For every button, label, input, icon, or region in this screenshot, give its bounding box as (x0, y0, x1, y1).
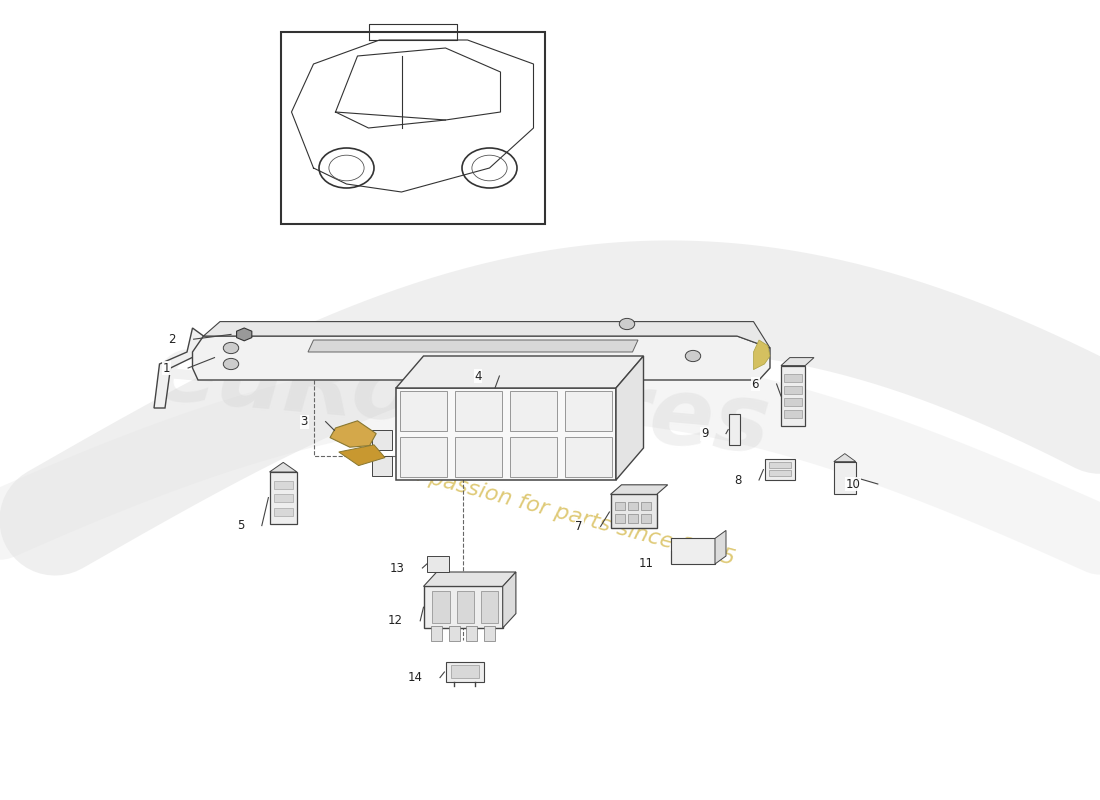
Text: 10: 10 (845, 478, 860, 490)
Polygon shape (424, 572, 516, 586)
Bar (274, 508, 293, 516)
Text: 8: 8 (734, 474, 741, 486)
Bar (510, 391, 557, 430)
Polygon shape (610, 485, 668, 494)
Text: 4: 4 (474, 370, 482, 382)
Polygon shape (503, 572, 516, 628)
Circle shape (619, 318, 635, 330)
Polygon shape (616, 356, 644, 480)
Polygon shape (192, 336, 770, 380)
Bar (274, 481, 293, 489)
Text: 9: 9 (701, 427, 708, 440)
Bar (784, 410, 802, 418)
Text: 2: 2 (168, 333, 176, 346)
Polygon shape (236, 328, 252, 341)
Text: euRospares: euRospares (150, 327, 774, 473)
Bar (834, 462, 856, 494)
Bar (484, 626, 495, 641)
Circle shape (223, 358, 239, 370)
Text: 13: 13 (389, 562, 405, 574)
Polygon shape (154, 328, 204, 408)
Bar (396, 388, 616, 480)
Bar (769, 470, 791, 476)
Bar (729, 414, 740, 445)
Bar (784, 398, 802, 406)
Bar (610, 494, 657, 528)
Bar (565, 437, 612, 477)
Bar (784, 386, 802, 394)
Bar (400, 437, 447, 477)
Bar (270, 472, 297, 524)
Bar (671, 538, 715, 564)
Bar (274, 494, 293, 502)
Polygon shape (270, 462, 297, 472)
Text: 3: 3 (300, 415, 308, 428)
Bar (615, 514, 625, 523)
Circle shape (223, 342, 239, 354)
Bar (628, 502, 638, 510)
Polygon shape (754, 340, 770, 370)
Bar (784, 374, 802, 382)
Bar (455, 437, 502, 477)
Bar (641, 514, 651, 523)
Bar (372, 456, 392, 476)
Bar (432, 591, 450, 623)
Bar (455, 391, 502, 430)
Bar (641, 502, 651, 510)
Text: a passion for parts since 1985: a passion for parts since 1985 (407, 463, 737, 569)
Bar (451, 665, 478, 678)
Bar (466, 626, 477, 641)
Polygon shape (339, 445, 385, 466)
Polygon shape (781, 358, 814, 366)
Bar (427, 556, 449, 572)
Text: 1: 1 (163, 362, 170, 374)
Bar (615, 502, 625, 510)
Bar (424, 586, 503, 628)
Bar (446, 662, 484, 682)
Polygon shape (330, 421, 376, 447)
Bar (481, 591, 498, 623)
Bar (372, 430, 392, 450)
Bar (781, 366, 805, 426)
Bar (431, 626, 442, 641)
Polygon shape (834, 454, 856, 462)
Circle shape (685, 350, 701, 362)
Bar (628, 514, 638, 523)
Bar (280, 32, 544, 224)
Polygon shape (715, 530, 726, 564)
Bar (764, 459, 795, 480)
Text: 12: 12 (387, 614, 403, 627)
Polygon shape (204, 322, 770, 348)
Bar (565, 391, 612, 430)
Bar (400, 391, 447, 430)
Text: 7: 7 (575, 520, 583, 533)
Bar (449, 626, 460, 641)
Polygon shape (396, 356, 644, 388)
Text: 11: 11 (638, 557, 653, 570)
Polygon shape (308, 340, 638, 352)
Bar (769, 462, 791, 468)
Bar (510, 437, 557, 477)
Text: 5: 5 (236, 519, 244, 532)
Text: 6: 6 (751, 378, 759, 390)
Text: 14: 14 (407, 671, 422, 684)
Bar (456, 591, 474, 623)
